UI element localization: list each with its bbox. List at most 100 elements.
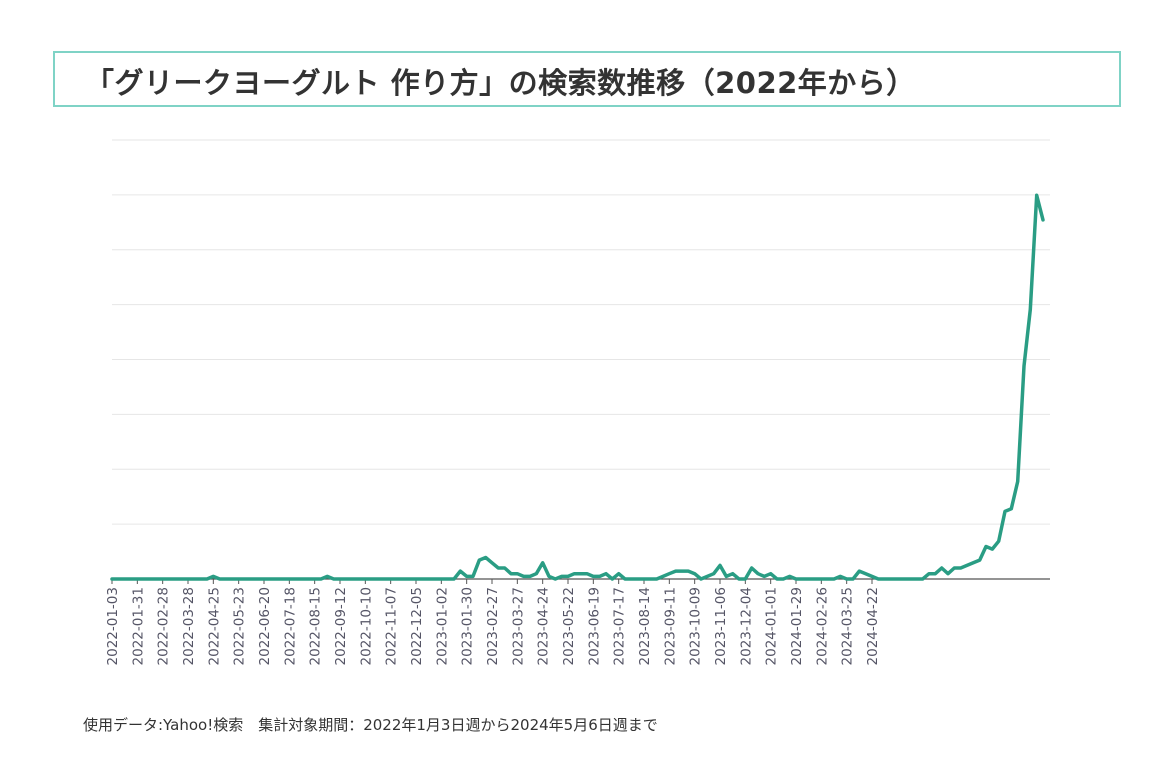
data-point <box>117 577 120 580</box>
x-tick-label: 2023-06-19 <box>586 587 602 665</box>
data-point <box>554 577 557 580</box>
data-point <box>801 577 804 580</box>
data-point <box>402 577 405 580</box>
data-point <box>826 577 829 580</box>
data-point <box>509 572 512 575</box>
x-tick-label: 2022-01-31 <box>130 587 146 665</box>
data-point <box>725 575 728 578</box>
x-tick-label: 2023-01-02 <box>434 587 450 665</box>
data-point <box>408 577 411 580</box>
data-point <box>1022 365 1025 368</box>
data-point <box>820 577 823 580</box>
data-point <box>383 577 386 580</box>
data-point <box>155 577 158 580</box>
data-point <box>731 572 734 575</box>
data-point <box>756 572 759 575</box>
x-tick-label: 2024-04-22 <box>865 587 881 665</box>
data-point <box>478 559 481 562</box>
data-point <box>934 572 937 575</box>
data-point <box>262 577 265 580</box>
data-point <box>636 577 639 580</box>
data-point <box>566 575 569 578</box>
data-point <box>338 577 341 580</box>
data-point <box>750 566 753 569</box>
data-point <box>870 575 873 578</box>
data-point <box>332 577 335 580</box>
data-point <box>547 575 550 578</box>
data-point <box>326 575 329 578</box>
data-point <box>376 577 379 580</box>
data-point <box>965 564 968 567</box>
data-point <box>148 577 151 580</box>
data-point <box>218 577 221 580</box>
data-point <box>281 577 284 580</box>
x-tick-label: 2022-10-10 <box>358 587 374 665</box>
data-point <box>136 577 139 580</box>
x-tick-label: 2023-04-24 <box>536 587 552 665</box>
data-point <box>364 577 367 580</box>
data-point <box>142 577 145 580</box>
data-point <box>991 548 994 551</box>
data-point <box>997 540 1000 543</box>
data-point <box>212 575 215 578</box>
x-tick-label: 2023-11-06 <box>713 587 729 665</box>
data-point <box>174 577 177 580</box>
data-point <box>712 572 715 575</box>
data-point <box>623 577 626 580</box>
x-tick-label: 2023-03-27 <box>510 587 526 665</box>
data-point <box>313 577 316 580</box>
data-point <box>737 577 740 580</box>
x-tick-label: 2024-01-01 <box>764 587 780 665</box>
data-point <box>699 577 702 580</box>
data-point <box>940 566 943 569</box>
data-point <box>579 572 582 575</box>
data-point <box>465 575 468 578</box>
data-point <box>1029 308 1032 311</box>
data-point <box>744 577 747 580</box>
data-point <box>205 577 208 580</box>
data-point <box>946 572 949 575</box>
data-point <box>180 577 183 580</box>
data-point <box>351 577 354 580</box>
data-point <box>129 577 132 580</box>
x-tick-label: 2022-01-03 <box>105 587 121 665</box>
data-point <box>497 566 500 569</box>
data-point <box>490 561 493 564</box>
data-point <box>668 572 671 575</box>
data-point <box>1010 507 1013 510</box>
data-point <box>775 577 778 580</box>
data-point <box>927 572 930 575</box>
data-point <box>573 572 576 575</box>
data-point <box>782 577 785 580</box>
data-point <box>199 577 202 580</box>
data-point <box>528 575 531 578</box>
data-point <box>718 564 721 567</box>
x-tick-label: 2022-08-15 <box>308 587 324 665</box>
data-point <box>1003 510 1006 513</box>
data-point <box>370 577 373 580</box>
x-tick-label: 2022-04-25 <box>206 587 222 665</box>
data-point <box>167 577 170 580</box>
data-point <box>231 577 234 580</box>
data-point <box>1035 194 1038 197</box>
data-point <box>307 577 310 580</box>
data-point <box>959 566 962 569</box>
data-point <box>269 577 272 580</box>
x-tick-label: 2023-10-09 <box>688 587 704 665</box>
data-point <box>427 577 430 580</box>
data-point <box>864 572 867 575</box>
chart-title: 「グリークヨーグルト 作り方」の検索数推移（2022年から） <box>85 66 916 100</box>
data-point <box>414 577 417 580</box>
data-point <box>193 577 196 580</box>
data-point <box>915 577 918 580</box>
data-point <box>503 566 506 569</box>
data-point <box>921 577 924 580</box>
data-point <box>693 572 696 575</box>
data-point <box>433 577 436 580</box>
data-point <box>813 577 816 580</box>
data-point <box>972 561 975 564</box>
data-point <box>560 575 563 578</box>
x-tick-label: 2023-01-30 <box>460 587 476 665</box>
x-tick-label: 2022-03-28 <box>181 587 197 665</box>
x-tick-label: 2023-02-27 <box>485 587 501 665</box>
